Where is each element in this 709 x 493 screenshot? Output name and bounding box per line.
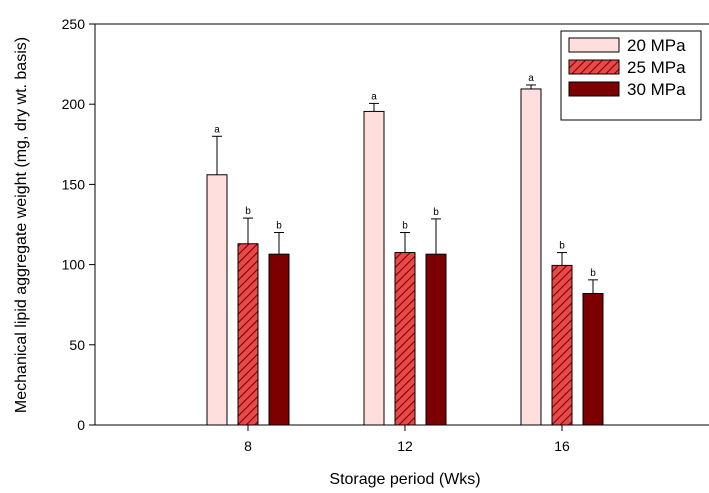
- x-axis-title: Storage period (Wks): [329, 471, 480, 488]
- significance-label: b: [433, 207, 439, 218]
- y-tick-label: 250: [62, 16, 86, 32]
- legend: 20 MPa 25 MPa 30 MPa: [560, 30, 702, 121]
- significance-label: b: [276, 221, 282, 232]
- legend-label: 30 MPa: [627, 80, 686, 99]
- y-axis: 0 50 100 150 200 250: [62, 16, 95, 433]
- legend-swatch: [568, 59, 620, 75]
- significance-label: b: [590, 268, 596, 279]
- bar: [394, 252, 416, 426]
- significance-label: a: [214, 124, 220, 135]
- legend-label: 20 MPa: [627, 36, 686, 55]
- axes-layer: [94, 23, 709, 426]
- x-axis: 8 12 16: [244, 425, 570, 454]
- legend-swatch: [568, 81, 620, 97]
- y-tick-label: 100: [62, 257, 86, 273]
- y-tick-label: 200: [62, 96, 86, 112]
- significance-label: b: [402, 221, 408, 232]
- legend-swatch: [568, 37, 620, 53]
- bar: [520, 88, 542, 426]
- y-tick-label: 0: [77, 417, 85, 433]
- significance-label: a: [528, 73, 534, 84]
- x-tick-label: 8: [244, 438, 252, 454]
- y-axis-title: Mechanical lipid aggregate weight (mg, d…: [13, 37, 30, 413]
- significance-label: a: [371, 91, 377, 102]
- bar: [551, 264, 573, 426]
- y-tick-label: 150: [62, 176, 86, 192]
- legend-label: 25 MPa: [627, 58, 686, 77]
- bar: [268, 253, 290, 426]
- significance-label: b: [559, 241, 565, 252]
- x-tick-label: 16: [554, 438, 570, 454]
- bar: [206, 174, 228, 426]
- bar: [425, 253, 447, 426]
- bar: [363, 110, 385, 426]
- bars-layer: a a a b b b b b b: [206, 73, 604, 426]
- y-tick-label: 50: [69, 337, 85, 353]
- plot-frame: [94, 23, 709, 426]
- bar: [237, 243, 259, 426]
- significance-label: b: [245, 206, 251, 217]
- x-tick-label: 12: [397, 438, 413, 454]
- bar: [582, 292, 604, 426]
